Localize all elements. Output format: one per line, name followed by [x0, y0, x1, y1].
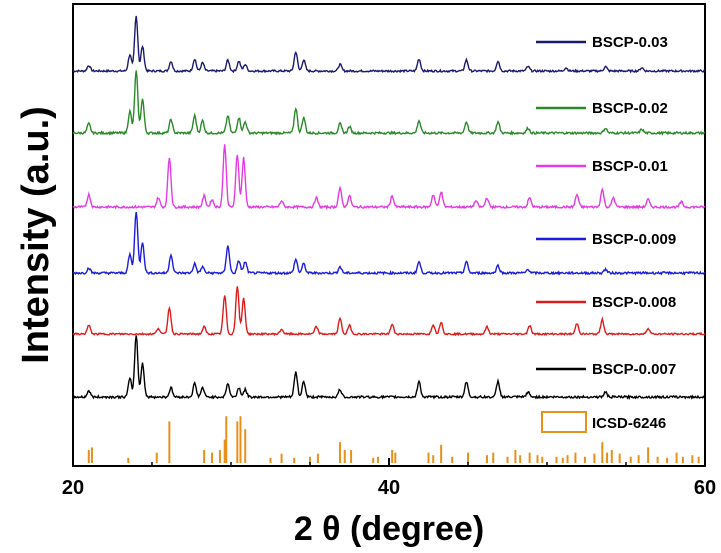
series-bscp-0-02 — [72, 70, 706, 136]
series-bscp-0-008 — [72, 286, 706, 337]
x-tick-label: 60 — [694, 477, 716, 499]
legend: BSCP-0.03 BSCP-0.02 BSCP-0.01 BSCP-0.009 BSC… — [536, 34, 676, 433]
legend-label-bscp-0-008: BSCP-0.008 — [592, 294, 676, 311]
legend-label-icsd-6246: ICSD-6246 — [592, 415, 666, 432]
y-axis-label: Intensity (a.u.) — [15, 106, 57, 364]
x-tick-label: 20 — [62, 477, 84, 499]
traces-group — [72, 15, 706, 463]
series-bscp-0-009 — [72, 211, 706, 276]
legend-label-bscp-0-009: BSCP-0.009 — [592, 231, 676, 248]
x-axis: 20 40 60 — [62, 458, 716, 499]
legend-swatch-icsd-6246 — [541, 411, 587, 433]
legend-label-bscp-0-02: BSCP-0.02 — [592, 100, 668, 117]
series-icsd-6246 — [87, 416, 700, 463]
series-bscp-0-03 — [72, 15, 706, 74]
x-tick-label: 40 — [378, 477, 400, 499]
x-axis-label: 2 θ (degree) — [294, 510, 484, 548]
series-bscp-0-007 — [73, 335, 706, 401]
legend-label-bscp-0-01: BSCP-0.01 — [592, 158, 668, 175]
legend-label-bscp-0-007: BSCP-0.007 — [592, 361, 676, 378]
legend-label-bscp-0-03: BSCP-0.03 — [592, 34, 668, 51]
series-bscp-0-01 — [72, 144, 706, 210]
